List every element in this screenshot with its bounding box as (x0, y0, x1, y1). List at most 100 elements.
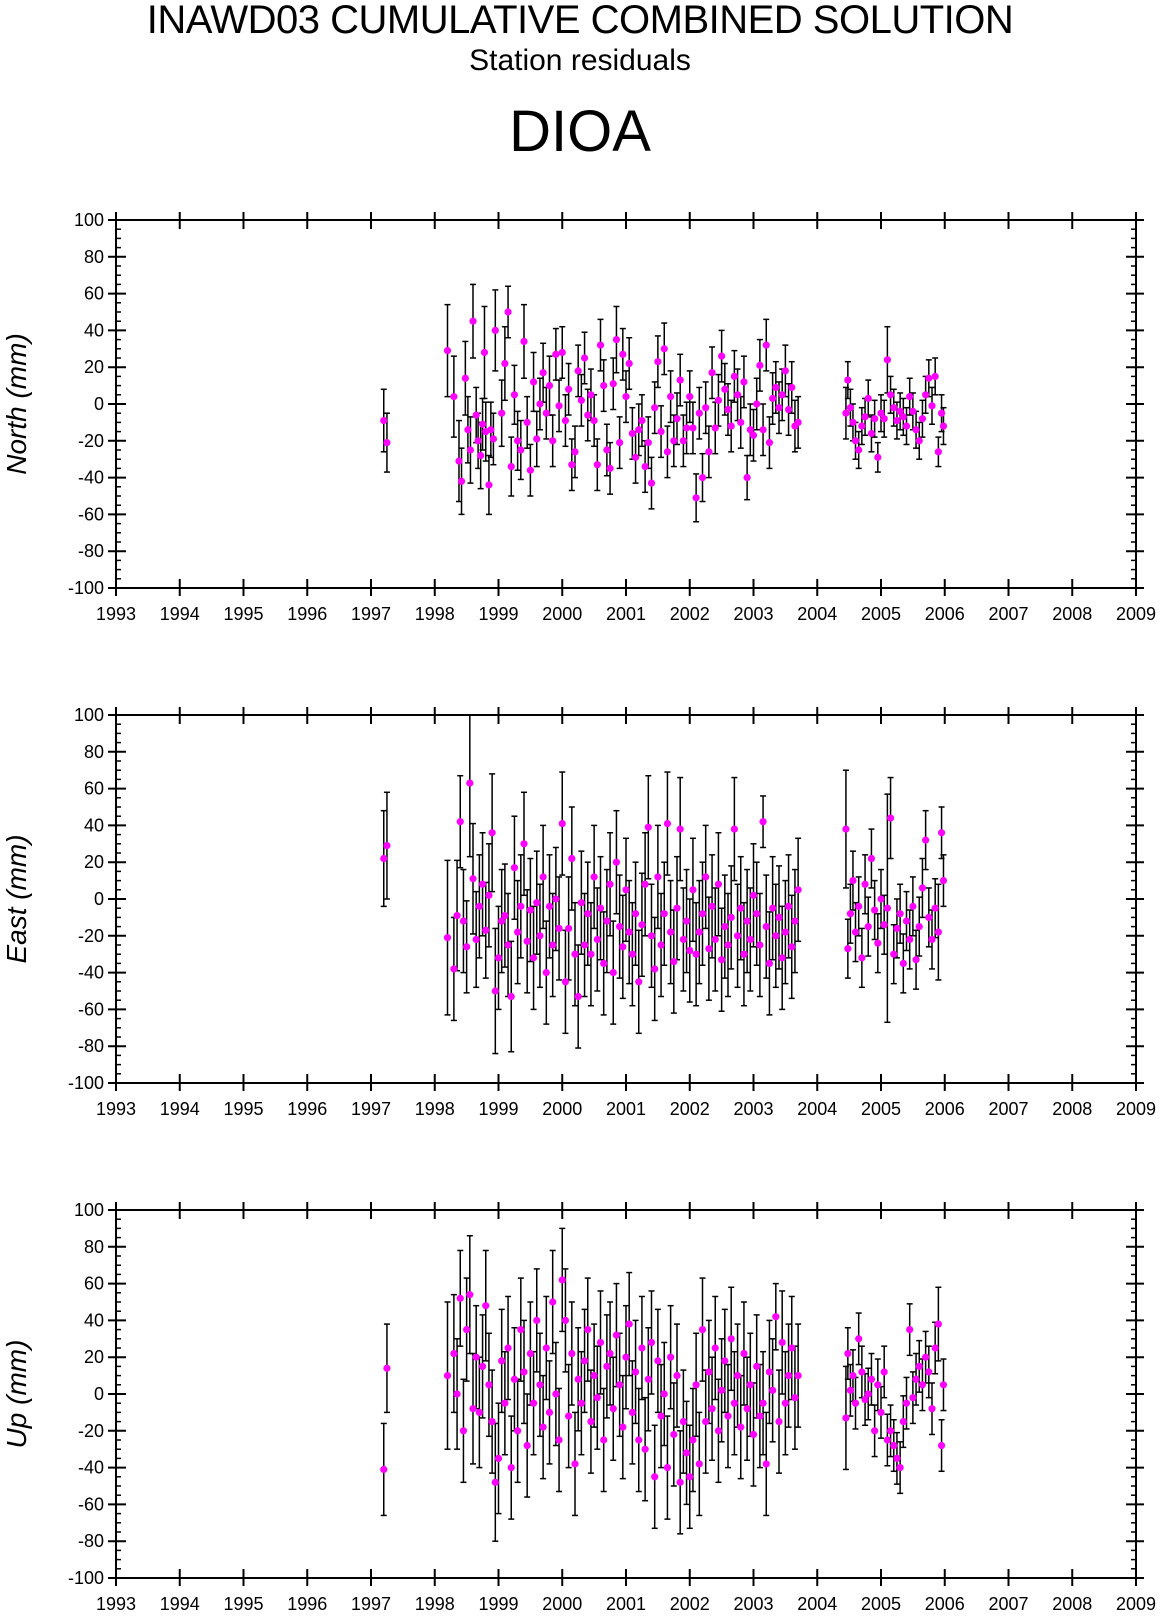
data-point (721, 1357, 729, 1365)
data-point (568, 1349, 576, 1358)
data-point (609, 1405, 617, 1413)
x-tick-label: 2009 (1116, 1594, 1156, 1614)
y-tick-label: 0 (94, 889, 104, 909)
data-point (587, 950, 595, 958)
data-point (584, 411, 592, 419)
data-point (612, 858, 621, 866)
data-point (555, 1436, 563, 1444)
data-point (478, 880, 487, 888)
data-point (794, 1372, 802, 1380)
data-point (749, 1430, 758, 1439)
data-point (625, 1320, 633, 1328)
data-point (676, 376, 684, 384)
data-point (670, 437, 678, 445)
data-point (520, 1368, 528, 1376)
data-point (912, 426, 920, 434)
data-point (651, 404, 659, 412)
data-point (867, 854, 876, 863)
x-tick-label: 1993 (96, 1594, 136, 1614)
data-point (663, 448, 672, 456)
y-tick-label: -40 (78, 963, 104, 983)
data-point (501, 1399, 509, 1407)
data-point (488, 1418, 496, 1426)
data-point (886, 1427, 895, 1435)
data-point (514, 437, 522, 445)
data-point (759, 1399, 767, 1407)
data-point (590, 1372, 598, 1380)
data-point (644, 823, 652, 831)
data-point (753, 910, 761, 918)
x-tick-label: 2009 (1116, 1099, 1156, 1119)
data-point (539, 873, 547, 881)
data-point (510, 1375, 519, 1383)
data-point (568, 854, 576, 863)
x-tick-label: 1999 (478, 1099, 518, 1119)
data-point (663, 1464, 672, 1472)
x-tick-label: 1999 (478, 604, 518, 624)
data-point (714, 1427, 723, 1435)
data-point (939, 877, 948, 885)
data-point (443, 934, 452, 942)
data-point (584, 910, 592, 918)
data-point (918, 1381, 927, 1389)
data-point (625, 359, 633, 368)
data-point (918, 415, 927, 423)
y-tick-label: 0 (94, 1384, 104, 1404)
data-point (724, 1412, 732, 1420)
data-point (472, 935, 480, 944)
x-tick-label: 2007 (988, 1594, 1028, 1614)
data-point (778, 391, 786, 399)
data-point (858, 422, 866, 430)
data-point (874, 1381, 882, 1389)
data-point (580, 941, 589, 949)
data-point (577, 1399, 585, 1407)
data-point (753, 400, 761, 408)
x-tick-label: 2006 (925, 1594, 965, 1614)
data-point (682, 424, 691, 432)
y-axis-label: East (mm) (1, 834, 32, 963)
data-point (478, 420, 487, 428)
data-point (733, 1372, 742, 1380)
data-point (846, 910, 855, 918)
data-point (635, 1436, 643, 1444)
data-point (844, 376, 852, 384)
data-point (487, 426, 495, 434)
data-point (600, 382, 608, 390)
data-point (877, 895, 885, 903)
data-point (679, 437, 687, 445)
data-point (542, 969, 550, 977)
data-point (606, 1349, 614, 1358)
data-point (600, 1436, 608, 1444)
data-point (552, 350, 560, 358)
data-point (794, 886, 802, 894)
data-point (909, 902, 917, 910)
data-point (651, 1473, 659, 1481)
data-point (456, 1294, 464, 1302)
data-point (491, 326, 499, 334)
data-point (695, 1460, 703, 1468)
data-point (660, 1390, 668, 1398)
x-tick-label: 2005 (861, 604, 901, 624)
data-point (667, 393, 675, 401)
data-point (667, 928, 675, 936)
data-point (937, 409, 946, 417)
data-point (743, 1405, 751, 1413)
data-point (899, 959, 907, 968)
x-tick-label: 1996 (287, 604, 327, 624)
data-point (918, 884, 927, 892)
data-series (380, 1227, 948, 1542)
x-tick-label: 2001 (606, 1594, 646, 1614)
data-point (555, 402, 563, 410)
x-tick-label: 2004 (797, 1099, 837, 1119)
data-point (861, 413, 869, 421)
station-name: DIOA (509, 99, 651, 164)
data-point (593, 935, 601, 944)
data-point (673, 1372, 681, 1380)
data-point (670, 957, 678, 966)
y-tick-label: 40 (84, 815, 104, 835)
data-point (855, 902, 863, 910)
data-point (485, 1381, 493, 1389)
data-point (603, 446, 611, 454)
data-point (737, 1423, 745, 1431)
data-point (461, 374, 469, 382)
